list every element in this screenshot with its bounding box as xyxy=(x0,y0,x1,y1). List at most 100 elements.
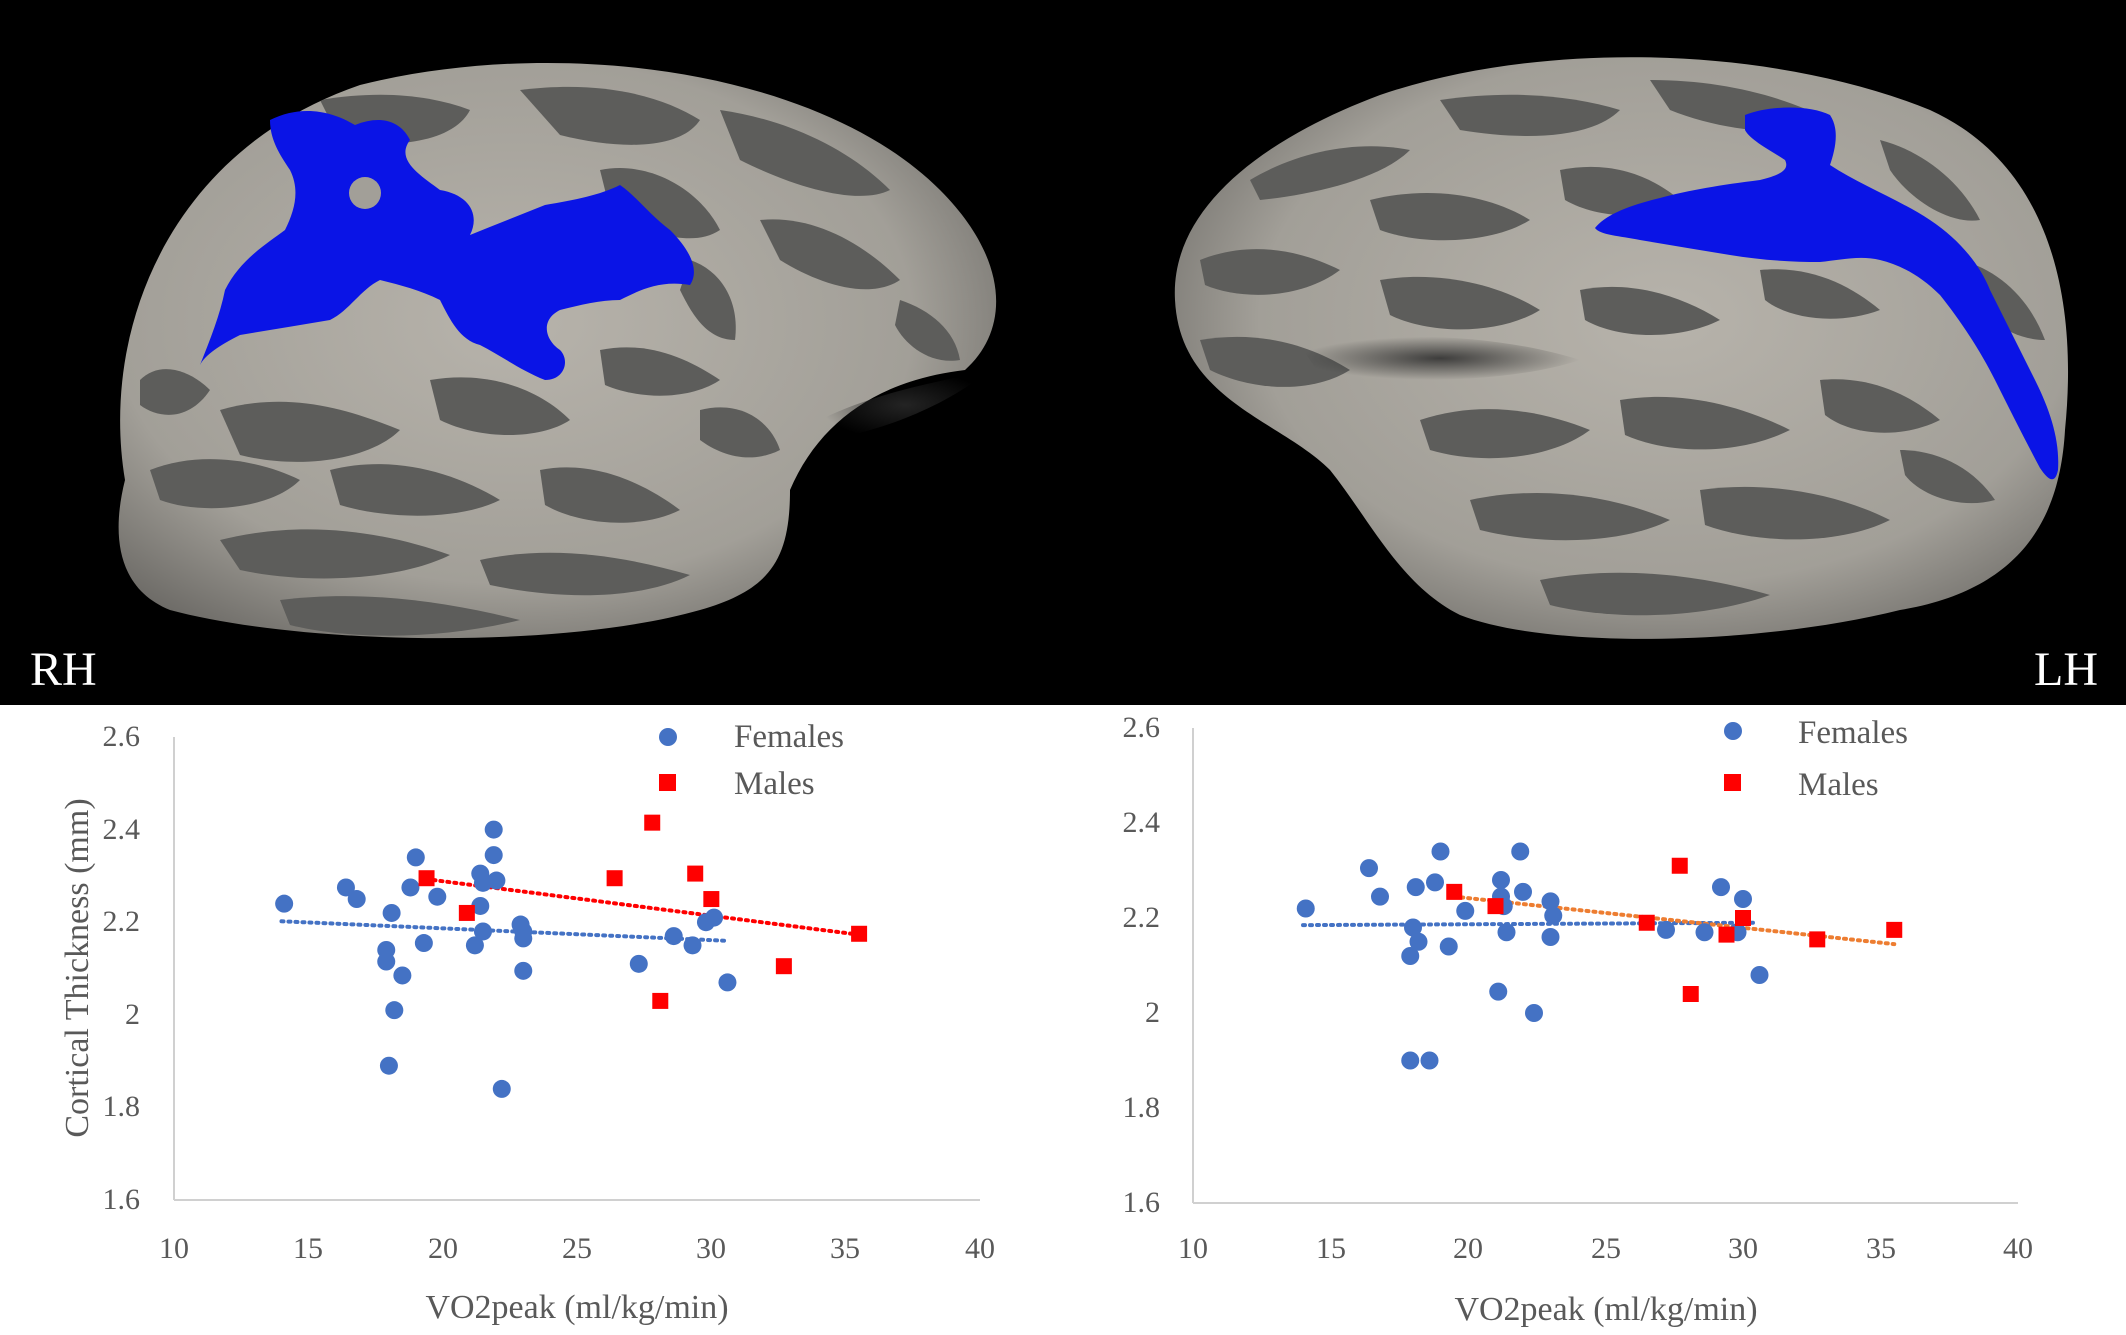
y-tick-label: 2.4 xyxy=(103,813,141,846)
y-tick-label: 2 xyxy=(1145,996,1160,1029)
y-tick-label: 2 xyxy=(125,998,140,1031)
data-point-females xyxy=(705,908,724,927)
data-point-females xyxy=(718,973,737,992)
data-point-males xyxy=(1682,986,1699,1002)
y-tick-label: 1.6 xyxy=(1123,1186,1161,1219)
data-point-females xyxy=(1360,859,1378,878)
chart-rh-ytick-labels: 1.6 1.8 2 2.2 2.4 2.6 xyxy=(103,720,141,1216)
rh-significant-cluster xyxy=(200,110,694,380)
data-point-females xyxy=(406,848,425,867)
data-point-males xyxy=(418,870,435,887)
data-point-females xyxy=(1695,923,1714,942)
legend-marker-males xyxy=(659,774,676,791)
data-point-females xyxy=(275,894,294,913)
data-point-females xyxy=(484,820,503,839)
data-point-females xyxy=(1456,901,1475,920)
data-point-males xyxy=(1735,910,1751,926)
data-point-females xyxy=(414,934,433,953)
y-tick-label: 2.6 xyxy=(103,720,141,753)
data-point-females xyxy=(377,952,396,971)
data-point-males xyxy=(1638,914,1655,931)
data-point-females xyxy=(1431,842,1450,861)
lh-significant-cluster xyxy=(1595,107,2059,480)
x-tick-label: 35 xyxy=(830,1232,860,1265)
data-point-females xyxy=(385,1001,404,1020)
data-point-females xyxy=(1409,932,1428,951)
x-tick-label: 25 xyxy=(562,1232,592,1265)
x-tick-label: 35 xyxy=(1866,1232,1896,1265)
data-point-females xyxy=(428,887,447,906)
data-point-males xyxy=(652,992,669,1009)
trendline-males xyxy=(1452,894,1897,947)
data-point-females xyxy=(514,961,533,980)
data-point-females xyxy=(473,873,492,892)
x-tick-label: 40 xyxy=(2003,1232,2033,1265)
x-tick-label: 10 xyxy=(159,1232,189,1265)
chart-rh: 1.6 1.8 2 2.2 2.4 2.6 10 15 20 25 30 35 … xyxy=(59,719,995,1326)
legend-label-males: Males xyxy=(1798,767,1879,803)
data-point-males xyxy=(1718,926,1735,943)
legend-label-males: Males xyxy=(734,766,815,802)
brain-panel: RH xyxy=(0,0,2126,705)
x-tick-label: 20 xyxy=(428,1232,458,1265)
data-point-females xyxy=(1734,890,1752,908)
legend-label-females: Females xyxy=(734,719,844,755)
data-point-females xyxy=(1541,928,1560,946)
data-point-males xyxy=(703,891,720,908)
chart-lh-trendlines xyxy=(1301,894,1897,947)
data-point-females xyxy=(1511,842,1530,861)
x-tick-label: 40 xyxy=(965,1232,995,1265)
data-point-females xyxy=(1544,906,1563,925)
data-point-females xyxy=(1514,882,1532,901)
legend-marker-females xyxy=(1724,722,1742,740)
data-point-females xyxy=(629,954,648,973)
data-point-males xyxy=(644,814,661,831)
chart-lh-points xyxy=(1296,842,1903,1070)
data-point-females xyxy=(379,1056,398,1075)
x-tick-label: 10 xyxy=(1178,1232,1208,1265)
data-point-females xyxy=(514,922,533,941)
data-point-females xyxy=(683,936,702,955)
data-point-females xyxy=(1712,878,1730,897)
data-point-males xyxy=(1671,857,1688,874)
data-point-females xyxy=(1406,878,1425,897)
data-point-females xyxy=(1525,1004,1543,1022)
data-point-females xyxy=(1492,871,1510,889)
y-axis-title: Cortical Thickness (mm) xyxy=(59,798,96,1137)
data-point-females xyxy=(1750,966,1769,984)
data-point-females xyxy=(336,878,355,897)
data-point-males xyxy=(1886,921,1903,938)
data-point-females xyxy=(1439,937,1458,956)
data-point-males xyxy=(775,958,792,975)
trendline-females xyxy=(1301,920,1759,928)
lh-label: LH xyxy=(2034,643,2098,696)
data-point-males xyxy=(606,870,623,887)
data-point-females xyxy=(487,871,506,890)
data-point-females xyxy=(1296,899,1315,918)
x-tick-label: 30 xyxy=(696,1232,726,1265)
data-point-females xyxy=(471,896,490,915)
y-tick-label: 2.4 xyxy=(1123,806,1161,839)
x-tick-label: 20 xyxy=(1453,1232,1483,1265)
y-tick-label: 1.6 xyxy=(103,1183,141,1216)
x-tick-label: 25 xyxy=(1591,1232,1621,1265)
data-point-males xyxy=(1487,898,1504,915)
chart-lh: 1.6 1.8 2 2.2 2.4 2.6 10 15 20 25 30 35 … xyxy=(1123,711,2034,1328)
data-point-females xyxy=(1401,947,1420,965)
y-tick-label: 2.6 xyxy=(1123,711,1161,744)
data-point-females xyxy=(1420,1051,1439,1070)
data-point-females xyxy=(1541,892,1560,911)
x-axis-title: VO2peak (ml/kg/min) xyxy=(1454,1291,1757,1328)
data-point-males xyxy=(1809,931,1826,948)
trendline-females xyxy=(279,919,727,943)
x-axis-title: VO2peak (ml/kg/min) xyxy=(425,1289,728,1326)
data-point-males xyxy=(687,865,704,882)
data-point-females xyxy=(473,922,492,941)
legend-marker-females xyxy=(659,728,677,746)
data-point-females xyxy=(1404,918,1422,937)
x-tick-label: 15 xyxy=(1316,1232,1346,1265)
data-point-females xyxy=(484,846,503,865)
data-point-males xyxy=(851,925,868,942)
data-point-females xyxy=(1426,873,1444,892)
